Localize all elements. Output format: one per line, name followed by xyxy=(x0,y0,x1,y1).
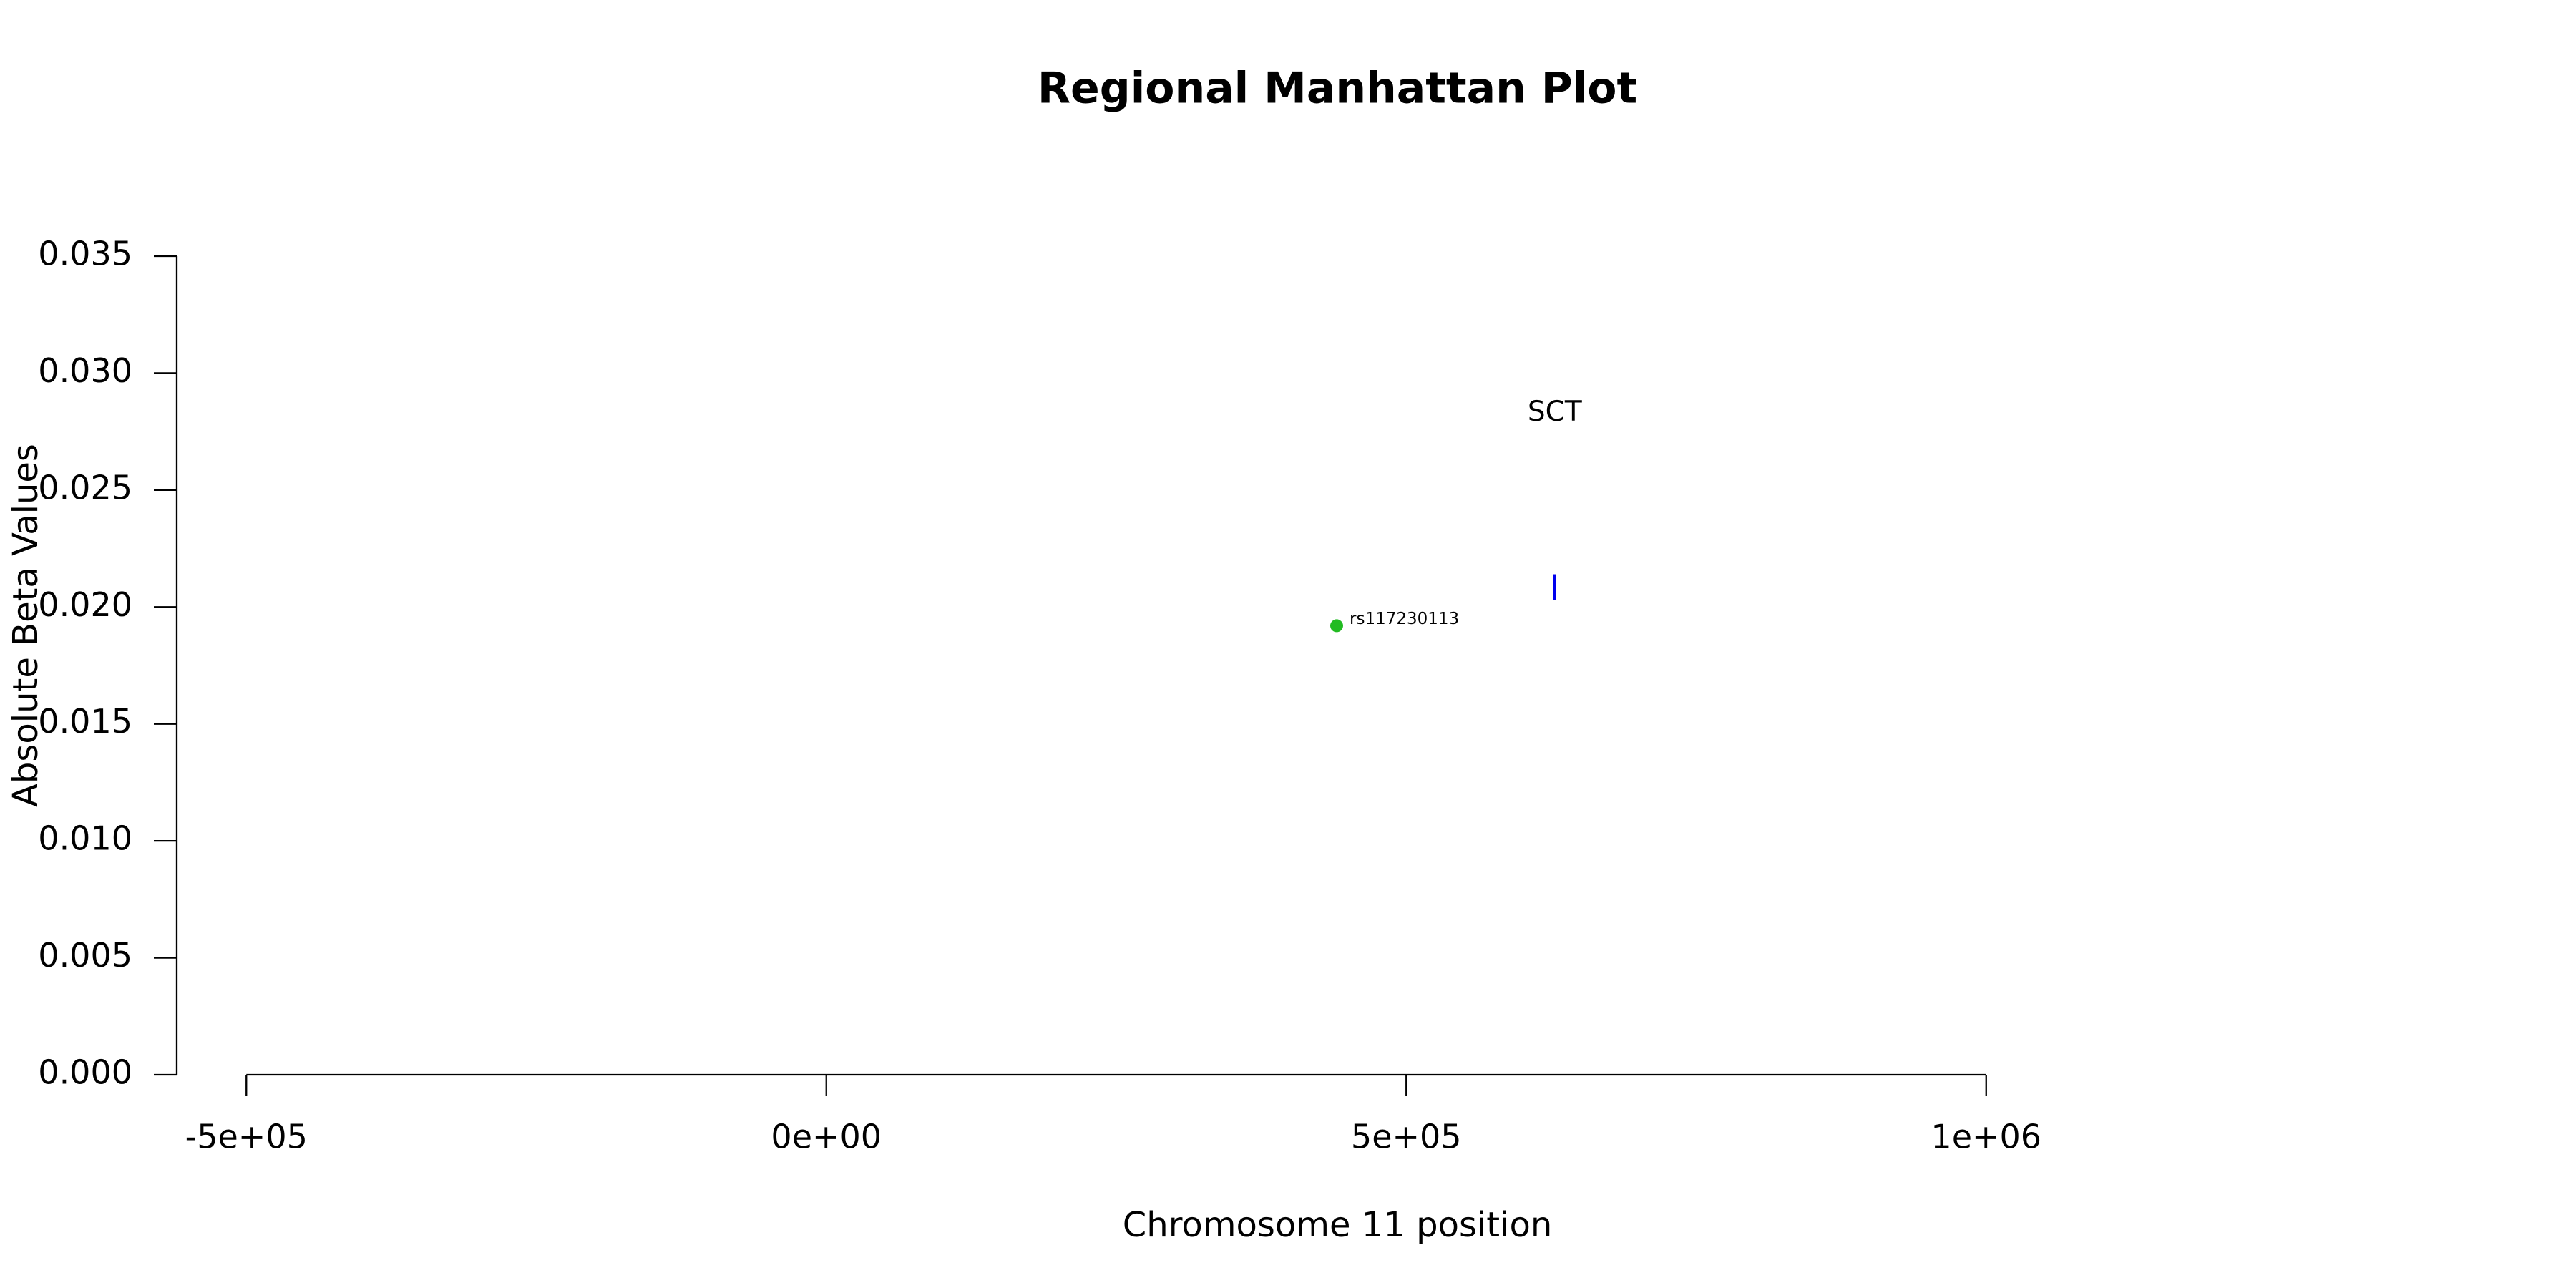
x-axis-label: Chromosome 11 position xyxy=(1123,1205,1553,1245)
chart-title: Regional Manhattan Plot xyxy=(1038,64,1637,114)
x-tick-label: -5e+05 xyxy=(185,1118,308,1156)
gene-label: SCT xyxy=(1528,396,1582,428)
y-tick-label: 0.015 xyxy=(38,702,132,741)
y-tick-label: 0.000 xyxy=(38,1053,132,1092)
snp-label: rs117230113 xyxy=(1350,610,1459,628)
snp-point xyxy=(1330,619,1343,633)
x-tick-label: 1e+06 xyxy=(1931,1118,2041,1156)
y-tick-label: 0.025 xyxy=(38,468,132,507)
y-tick-label: 0.020 xyxy=(38,585,132,624)
y-tick-label: 0.005 xyxy=(38,936,132,975)
y-tick-label: 0.010 xyxy=(38,819,132,858)
x-tick-label: 0e+00 xyxy=(771,1118,882,1156)
y-tick-label: 0.030 xyxy=(38,351,132,390)
y-tick-label: 0.035 xyxy=(38,235,132,273)
x-tick-label: 5e+05 xyxy=(1351,1118,1462,1156)
y-axis-label: Absolute Beta Values xyxy=(6,444,46,807)
